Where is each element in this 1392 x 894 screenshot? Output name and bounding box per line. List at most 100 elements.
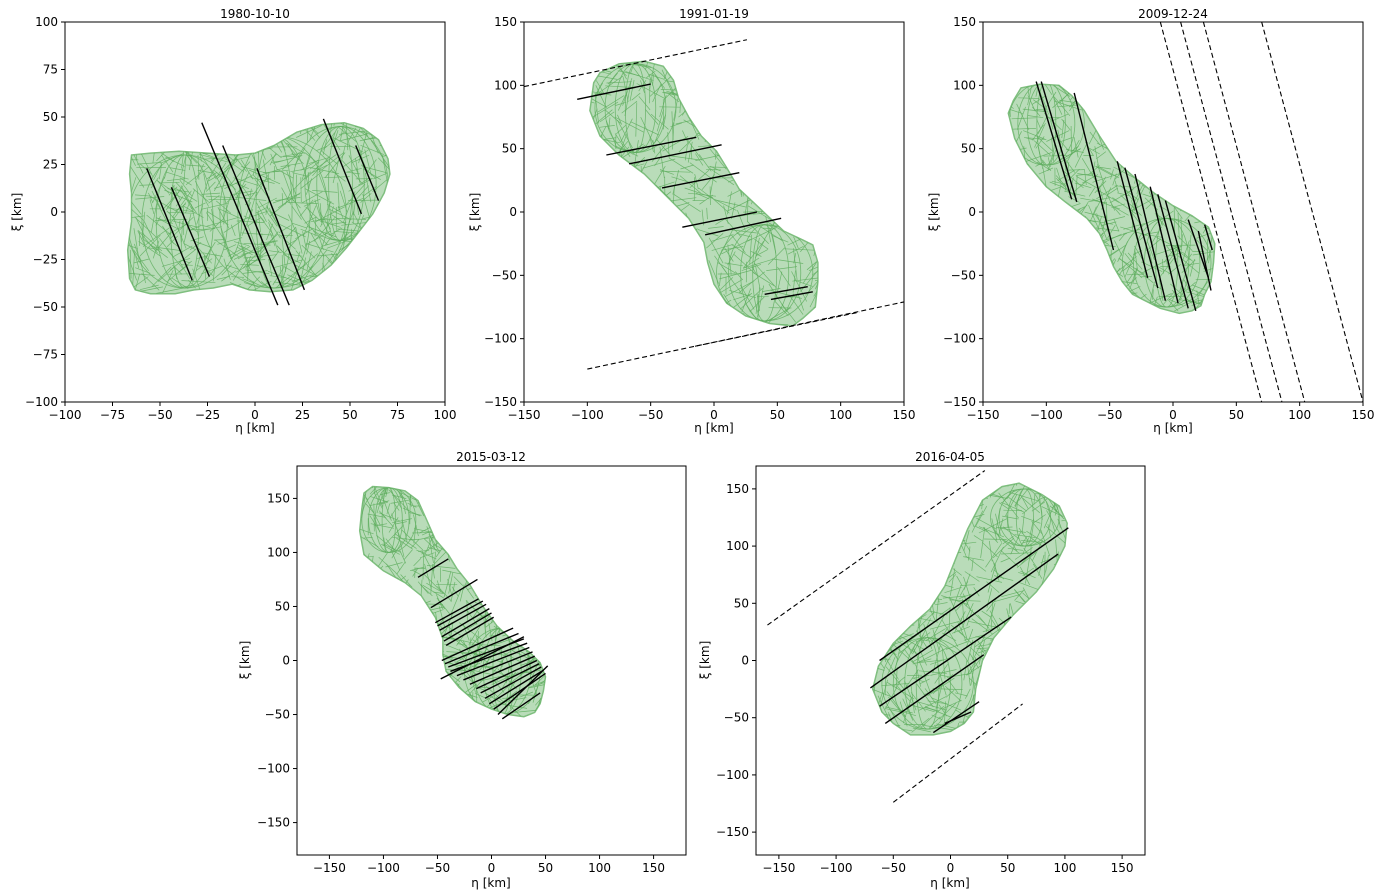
mesh-line <box>935 536 966 541</box>
mesh-line <box>764 138 780 149</box>
mesh-line <box>1027 484 1048 489</box>
mesh-line <box>1163 103 1166 129</box>
mesh-line <box>482 516 494 528</box>
mesh-line <box>911 559 920 571</box>
mesh-line <box>1054 652 1060 683</box>
mesh-line <box>326 240 348 249</box>
mesh-line <box>934 664 948 684</box>
x-tick-label: 0 <box>1169 408 1177 422</box>
mesh-line <box>1066 692 1068 716</box>
chord-solid <box>577 83 651 100</box>
mesh-line <box>1116 84 1129 90</box>
mesh-line <box>1015 665 1022 679</box>
mesh-line <box>1045 664 1054 695</box>
mesh-line <box>492 522 510 528</box>
mesh-line <box>755 145 761 164</box>
mesh-line <box>243 254 277 259</box>
mesh-line <box>790 218 795 231</box>
mesh-line <box>186 164 206 167</box>
mesh-line <box>673 65 683 76</box>
mesh-line <box>1209 127 1215 132</box>
mesh-line <box>337 198 364 209</box>
mesh-line <box>738 61 753 69</box>
mesh-line <box>923 514 940 529</box>
mesh-line <box>709 148 727 170</box>
mesh-line <box>1160 134 1166 154</box>
mesh-line <box>935 602 948 606</box>
x-tick-label: −25 <box>195 408 220 422</box>
mesh-line <box>1061 118 1071 131</box>
mesh-line <box>492 564 499 574</box>
mesh-line <box>149 196 179 213</box>
mesh-line <box>790 102 805 117</box>
mesh-line <box>706 65 715 86</box>
mesh-line <box>176 196 183 207</box>
mesh-line <box>1057 210 1074 218</box>
mesh-line <box>755 196 764 205</box>
mesh-line <box>612 223 637 239</box>
mesh-line <box>634 234 650 250</box>
mesh-line <box>534 536 546 554</box>
mesh-line <box>428 680 432 695</box>
mesh-line <box>409 666 424 668</box>
mesh-line <box>268 207 280 229</box>
mesh-line <box>1092 288 1108 300</box>
mesh-line <box>1074 142 1088 168</box>
mesh-line <box>1104 216 1126 222</box>
x-tick-label: 150 <box>642 861 665 875</box>
mesh-line <box>1072 251 1077 271</box>
mesh-line <box>517 630 527 638</box>
x-tick-label: −50 <box>881 861 906 875</box>
mesh-line <box>704 312 717 321</box>
mesh-line <box>1187 180 1195 192</box>
mesh-line <box>450 588 462 615</box>
mesh-line <box>482 707 492 714</box>
mesh-line <box>202 122 225 127</box>
mesh-line <box>893 483 895 488</box>
mesh-line <box>442 569 465 576</box>
mesh-line <box>1052 486 1057 502</box>
mesh-line <box>511 549 531 561</box>
mesh-line <box>608 191 623 197</box>
mesh-line <box>197 170 213 174</box>
mesh-line <box>331 253 350 276</box>
mesh-line <box>605 85 633 88</box>
mesh-line <box>420 579 423 598</box>
mesh-line <box>872 556 890 567</box>
mesh-line <box>1035 84 1043 97</box>
mesh-line <box>739 127 752 133</box>
mesh-line <box>474 572 489 592</box>
mesh-line <box>1122 263 1134 272</box>
mesh-line <box>1196 119 1206 147</box>
mesh-line <box>780 65 784 76</box>
mesh-line <box>1117 192 1129 196</box>
mesh-line <box>759 225 783 241</box>
mesh-line <box>307 166 339 174</box>
mesh-line <box>807 79 811 96</box>
mesh-line <box>494 540 509 552</box>
mesh-line <box>1093 232 1101 259</box>
mesh-line <box>1011 201 1030 221</box>
mesh-line <box>1018 581 1040 591</box>
mesh-line <box>631 206 652 215</box>
mesh-line <box>1092 234 1104 258</box>
mesh-line <box>287 239 297 246</box>
mesh-line <box>716 295 724 313</box>
mesh-line <box>203 173 208 190</box>
mesh-line <box>875 634 887 640</box>
mesh-line <box>1062 561 1068 583</box>
mesh-line <box>1016 297 1034 313</box>
mesh-line <box>766 266 798 271</box>
mesh-line <box>933 483 952 491</box>
mesh-line <box>635 215 658 236</box>
mesh-line <box>529 533 544 537</box>
mesh-line <box>310 232 325 257</box>
mesh-line <box>1096 213 1108 240</box>
mesh-line <box>466 622 478 630</box>
mesh-line <box>1015 194 1039 207</box>
mesh-line <box>941 595 969 605</box>
mesh-line <box>383 525 404 547</box>
mesh-line <box>1047 694 1055 710</box>
mesh-line <box>152 125 165 135</box>
mesh-line <box>1199 163 1215 170</box>
